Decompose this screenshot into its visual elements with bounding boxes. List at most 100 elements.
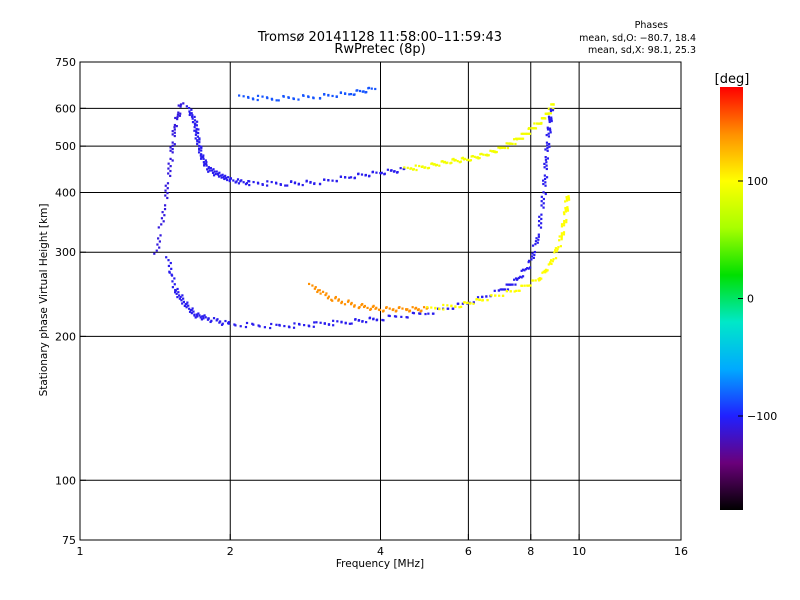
data-point [499, 146, 502, 149]
data-point [196, 142, 199, 146]
data-point [357, 306, 360, 310]
data-point [372, 318, 375, 321]
data-point [157, 237, 160, 240]
data-point [199, 316, 202, 319]
data-point [434, 307, 437, 310]
data-point [534, 279, 537, 282]
data-point [378, 308, 382, 312]
data-point [548, 117, 551, 120]
grid-lines [80, 62, 681, 540]
data-point [475, 298, 478, 301]
data-point [318, 97, 322, 100]
data-point [175, 125, 178, 128]
data-point [179, 112, 182, 115]
colorbar-tick-label: −100 [747, 410, 777, 423]
data-point [198, 148, 201, 151]
data-point [473, 155, 476, 158]
data-point [434, 164, 438, 167]
data-point [361, 320, 364, 323]
data-point [335, 180, 338, 183]
data-point [196, 135, 199, 138]
data-point [184, 303, 187, 306]
data-point [498, 294, 501, 297]
data-point [242, 181, 245, 184]
y-tick-label: 100 [55, 474, 76, 487]
data-point [521, 275, 525, 278]
data-point [319, 321, 322, 324]
data-point [188, 106, 191, 110]
data-point [540, 200, 543, 203]
data-point [201, 156, 205, 159]
data-point [526, 284, 529, 287]
data-point [546, 157, 550, 160]
data-point [482, 153, 485, 156]
data-point [164, 189, 167, 192]
data-point [521, 132, 525, 135]
data-point [527, 261, 530, 264]
data-point [331, 299, 334, 302]
data-point [440, 160, 443, 163]
data-point [554, 249, 557, 252]
data-point [238, 94, 241, 97]
data-point [394, 315, 398, 318]
data-point [545, 176, 549, 179]
data-point [228, 322, 231, 325]
data-point [343, 92, 347, 95]
data-point [523, 132, 526, 135]
data-point [293, 182, 296, 185]
data-point [313, 321, 316, 324]
data-point [352, 93, 355, 96]
data-point [340, 300, 344, 303]
y-tick-label: 75 [62, 534, 76, 547]
data-point [219, 320, 222, 323]
data-point [553, 251, 556, 254]
data-point [384, 306, 388, 309]
data-point [514, 277, 518, 280]
data-point [430, 306, 433, 309]
data-point [297, 98, 300, 101]
data-point [427, 166, 431, 170]
data-point [163, 207, 167, 211]
data-point [564, 210, 568, 213]
data-point [188, 307, 191, 310]
data-point [520, 269, 523, 272]
data-point [252, 98, 255, 101]
data-point [552, 107, 555, 111]
data-point [187, 304, 190, 307]
data-point [286, 184, 289, 187]
data-point [166, 196, 169, 200]
data-point [365, 321, 368, 324]
data-point [179, 105, 182, 108]
data-point [530, 258, 533, 261]
data-point [458, 306, 461, 309]
data-point [406, 316, 409, 319]
data-point [527, 267, 530, 270]
data-point [547, 132, 550, 135]
data-point [386, 168, 389, 171]
data-point [350, 301, 353, 305]
data-point [183, 304, 186, 308]
data-point [209, 320, 212, 324]
data-point [279, 183, 282, 186]
data-point [194, 137, 197, 140]
data-point [364, 174, 367, 177]
data-point [176, 117, 179, 121]
data-point [197, 128, 200, 131]
data-point [547, 107, 551, 110]
data-point [559, 245, 562, 248]
data-point [171, 286, 174, 289]
data-point [212, 174, 216, 177]
data-point [206, 318, 210, 321]
data-point [537, 233, 540, 236]
data-point [167, 264, 171, 268]
data-point [540, 204, 543, 207]
x-tick-label: 8 [527, 545, 534, 558]
data-point [209, 166, 212, 170]
data-point [528, 284, 531, 287]
data-point [199, 154, 202, 157]
data-point [501, 294, 505, 297]
data-point [544, 148, 547, 151]
data-point [220, 323, 224, 326]
data-point [509, 283, 513, 286]
data-point [224, 319, 227, 323]
